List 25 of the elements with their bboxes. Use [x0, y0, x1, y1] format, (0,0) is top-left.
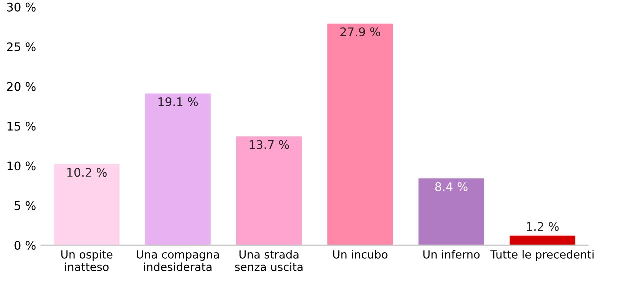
- x-tick-label: Un ospite inatteso: [62, 250, 113, 272]
- data-label: 10.2 %: [68, 168, 107, 178]
- x-tick-label: Tutte le precedenti: [490, 250, 594, 261]
- y-tick-label: 0 %: [14, 241, 36, 250]
- x-tick-label: Un inferno: [424, 250, 480, 259]
- y-tick-label: 10 %: [8, 162, 36, 171]
- y-tick-label: 25 %: [7, 42, 36, 52]
- bar: [54, 164, 120, 246]
- bar: [418, 178, 484, 246]
- y-tick-label: 15 %: [8, 122, 36, 131]
- bar: [328, 24, 394, 246]
- y-tick-label: 5 %: [14, 201, 36, 210]
- bar: [236, 136, 302, 246]
- y-tick-label: 30 %: [7, 2, 36, 12]
- x-tick-label: Un incubo: [333, 250, 388, 259]
- x-tick-label: Una strada senza uscita: [235, 250, 303, 272]
- bar: [145, 94, 211, 246]
- data-label: 1.2 %: [527, 222, 559, 232]
- data-label: 19.1 %: [158, 98, 198, 106]
- y-tick-label: 20 %: [7, 82, 36, 92]
- data-label: 27.9 %: [340, 28, 380, 37]
- x-tick-label: Una compagna indesiderata: [137, 250, 220, 272]
- data-label: 13.7 %: [250, 140, 290, 150]
- data-label: 8.4 %: [435, 182, 468, 192]
- bar: [510, 236, 576, 246]
